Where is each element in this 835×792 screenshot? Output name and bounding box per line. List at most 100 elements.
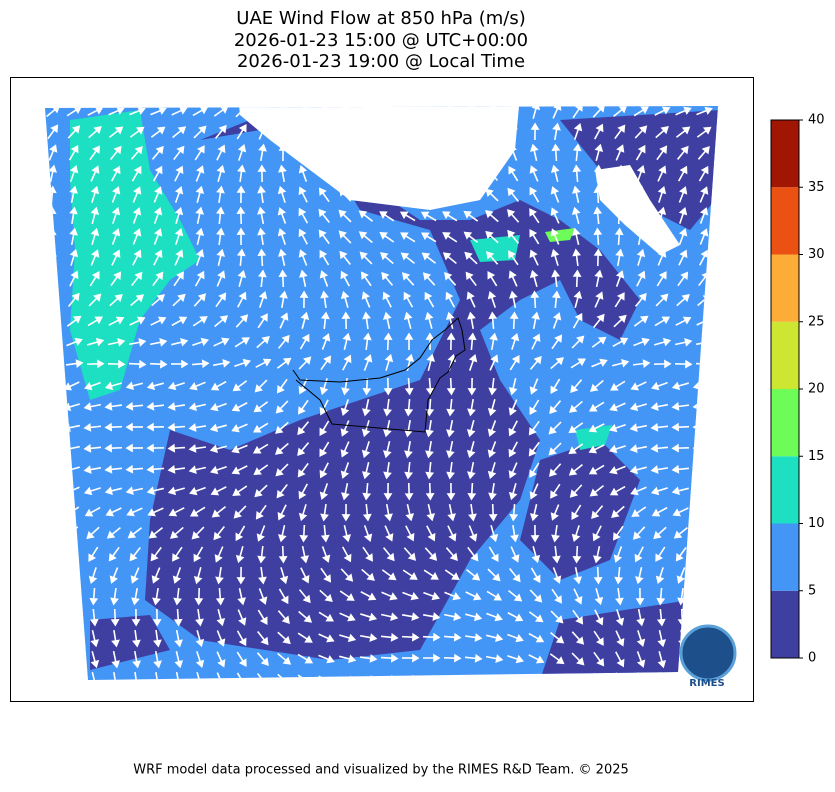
wind-arrow: [424, 311, 434, 329]
wind-arrow: [631, 506, 647, 517]
wind-arrow: [111, 206, 121, 224]
wind-arrow: [146, 422, 165, 432]
wind-arrow: [361, 145, 372, 161]
wind-arrow: [671, 381, 689, 391]
wind-arrow: [383, 398, 392, 417]
wind-arrow: [84, 506, 101, 517]
wind-arrow: [212, 359, 231, 368]
wind-arrow: [446, 482, 456, 501]
wind-arrow: [214, 546, 224, 563]
wind-arrow: [104, 486, 122, 496]
wind-arrow: [152, 271, 164, 287]
wind-arrow: [320, 290, 329, 309]
wind-arrow: [46, 525, 57, 541]
wind-arrow: [47, 124, 59, 140]
wind-arrow: [692, 486, 711, 495]
wind-arrow: [530, 524, 540, 543]
wind-arrow: [146, 486, 165, 496]
wind-arrow: [167, 486, 185, 496]
wind-arrow: [510, 524, 519, 543]
wind-arrow: [214, 315, 229, 328]
no-data: [595, 165, 680, 255]
wind-arrow: [361, 420, 371, 438]
wind-arrow: [696, 546, 708, 562]
wind-arrow: [404, 398, 414, 417]
wind-arrow: [257, 106, 269, 119]
wind-arrow: [110, 271, 122, 287]
wind-arrow: [465, 271, 477, 287]
wind-arrow: [318, 187, 330, 203]
wind-arrow: [277, 652, 292, 665]
wind-arrow: [109, 567, 119, 584]
wind-arrow: [188, 444, 207, 453]
wind-arrow: [48, 270, 58, 287]
wind-arrow: [339, 654, 357, 664]
wind-arrow: [614, 292, 625, 308]
wind-arrow: [629, 465, 647, 475]
wind-arrow: [299, 122, 309, 141]
wind-arrow: [467, 482, 477, 501]
wind-arrow: [188, 423, 207, 432]
wind-arrow: [90, 249, 100, 266]
wind-arrow: [340, 568, 354, 582]
wind-arrow: [426, 525, 436, 542]
wind-arrow: [650, 465, 669, 474]
wind-arrow: [636, 165, 646, 182]
wind-arrow: [339, 166, 351, 182]
wind-arrow: [277, 185, 287, 203]
wind-arrow: [69, 651, 79, 668]
wind-arrow: [338, 188, 352, 202]
wind-arrow: [487, 399, 497, 417]
wind-arrow: [193, 567, 203, 585]
wind-arrow: [297, 399, 309, 415]
wind-arrow: [696, 126, 712, 138]
wind-arrow: [614, 566, 624, 585]
wind-arrow: [106, 526, 121, 539]
wind-arrow: [572, 269, 582, 288]
wind-arrow: [568, 443, 584, 455]
wind-arrow: [298, 483, 309, 500]
wind-arrow: [401, 612, 420, 621]
wind-arrow: [445, 291, 456, 308]
wind-arrow: [464, 251, 478, 265]
wind-arrow: [699, 207, 709, 224]
wind-arrow: [90, 227, 100, 245]
wind-arrow: [383, 482, 393, 501]
wind-arrow: [676, 293, 690, 307]
wind-arrow: [671, 486, 689, 496]
wind-arrow: [509, 311, 519, 330]
wind-arrow: [319, 143, 329, 161]
wind-arrow: [655, 126, 669, 139]
wind-arrow: [610, 380, 626, 391]
wind-arrow: [510, 106, 519, 120]
wind-arrow: [400, 168, 415, 181]
wind-arrow: [636, 227, 645, 246]
wind-arrow: [277, 631, 291, 645]
wind-arrow: [636, 248, 646, 266]
wind-arrow: [508, 483, 518, 501]
wind-arrow: [279, 290, 288, 309]
wind-arrow: [150, 126, 166, 138]
wind-arrow: [633, 337, 650, 347]
wind-arrow: [66, 337, 83, 347]
wind-arrow: [424, 291, 435, 308]
wind-arrow: [383, 106, 392, 120]
wind-arrow: [422, 674, 441, 680]
wind-arrow: [342, 354, 352, 371]
wind-arrow: [486, 633, 504, 643]
wind-arrow: [340, 399, 350, 417]
wind-arrow: [509, 568, 521, 583]
wind-arrow: [573, 123, 583, 140]
wind-arrow: [318, 654, 335, 664]
wind-arrow: [125, 464, 144, 474]
wind-arrow: [571, 525, 581, 543]
wind-arrow: [467, 332, 477, 351]
wind-arrow: [678, 249, 688, 266]
wind-arrow: [571, 631, 585, 645]
wind-arrow: [699, 249, 709, 266]
wind-arrow: [404, 106, 413, 120]
wind-arrow: [675, 546, 687, 562]
wind-arrow: [45, 505, 58, 519]
colorbar-segment: [771, 456, 799, 524]
wind-arrow: [655, 293, 669, 307]
